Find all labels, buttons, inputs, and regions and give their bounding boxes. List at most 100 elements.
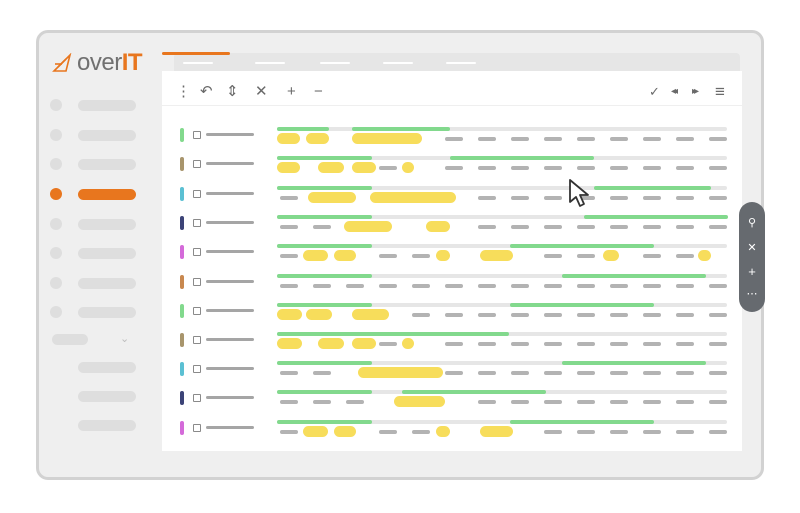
task-block[interactable] [402,162,414,173]
timeline-slot [478,284,496,288]
timeline-slot [511,137,529,141]
row-checkbox[interactable] [193,278,201,286]
timeline-slot [676,225,694,229]
task-block[interactable] [306,309,332,320]
sidebar-subitem-1[interactable] [78,362,136,373]
task-block[interactable] [334,426,356,437]
timeline-slot [379,342,397,346]
task-block[interactable] [334,250,356,261]
timeline-slot [445,166,463,170]
task-block[interactable] [436,250,450,261]
timeline-slot [643,342,661,346]
task-block[interactable] [370,192,456,203]
task-block[interactable] [318,162,344,173]
planned-bar [277,390,372,394]
tab-4[interactable] [383,62,413,64]
sidebar-subitem-2[interactable] [78,391,136,402]
task-block[interactable] [277,338,302,349]
timeline-slot [709,166,727,170]
task-block[interactable] [277,133,300,144]
timeline-slot [478,137,496,141]
row-checkbox[interactable] [193,307,201,315]
row-checkbox[interactable] [193,219,201,227]
tab-3[interactable] [320,62,350,64]
row-checkbox[interactable] [193,131,201,139]
task-block[interactable] [698,250,711,261]
undo-icon[interactable]: ↶ [200,83,213,100]
add-icon[interactable]: + [748,264,756,279]
chevron-down-icon[interactable]: ⌄ [120,333,130,345]
row-checkbox[interactable] [193,394,201,402]
timeline-slot [577,225,595,229]
task-block[interactable] [277,309,302,320]
row-checkbox[interactable] [193,190,201,198]
timeline-slot [643,284,661,288]
task-block[interactable] [352,338,376,349]
timeline-slot [577,137,595,141]
task-block[interactable] [344,221,392,232]
more-vertical-icon[interactable]: ⋮ [176,83,191,100]
tab-2[interactable] [255,62,285,64]
task-block[interactable] [306,133,329,144]
task-block[interactable] [436,426,450,437]
nav-dot-icon [50,158,62,170]
menu-icon[interactable]: ≡ [715,82,725,101]
task-block[interactable] [480,250,513,261]
fast-forward-icon[interactable]: ▸▸ [692,86,699,97]
task-block[interactable] [352,162,376,173]
task-block[interactable] [318,338,344,349]
zoom-in-icon[interactable]: + [287,83,296,100]
task-block[interactable] [277,162,300,173]
task-block[interactable] [308,192,356,203]
row-checkbox[interactable] [193,336,201,344]
sidebar-item-3[interactable] [50,157,136,171]
task-block[interactable] [402,338,414,349]
task-block[interactable] [303,426,328,437]
timeline-slot [511,313,529,317]
timeline-slot [379,254,397,258]
sidebar-group[interactable]: ⌄ [52,333,138,346]
row-checkbox[interactable] [193,160,201,168]
timeline-slot [280,284,298,288]
timeline-slot [313,371,331,375]
expand-collapse-icon[interactable]: ⇕ [226,83,239,100]
row-checkbox[interactable] [193,365,201,373]
timeline-slot [412,284,430,288]
search-icon[interactable]: ⚲ [747,217,757,229]
sidebar-item-2[interactable] [50,128,136,142]
more-icon[interactable]: ⋯ [746,288,758,300]
timeline-slot [544,254,562,258]
task-block[interactable] [426,221,450,232]
task-block[interactable] [603,250,619,261]
zoom-out-icon[interactable]: − [314,83,323,100]
close-icon[interactable]: ✕ [255,83,268,100]
row-label [206,192,254,195]
task-block[interactable] [358,367,443,378]
nav-dot-icon [50,218,62,230]
sidebar-item-8[interactable] [50,305,136,319]
timeline-slot [379,166,397,170]
timeline-slot [709,342,727,346]
sidebar-item-label [78,130,136,141]
task-block[interactable] [352,309,389,320]
tab-5[interactable] [446,62,476,64]
sidebar-subitem-3[interactable] [78,420,136,431]
sidebar-item-5[interactable] [50,217,136,231]
tab-1[interactable] [183,62,213,64]
check-dropdown-icon[interactable]: ✓ [649,84,660,99]
close-icon[interactable]: ✕ [747,242,757,254]
sidebar-item-1[interactable] [50,98,136,112]
rewind-icon[interactable]: ◂◂ [671,86,678,97]
timeline-track [277,127,727,131]
task-block[interactable] [352,133,422,144]
sidebar-item-7[interactable] [50,276,136,290]
task-block[interactable] [394,396,445,407]
sidebar-item-6[interactable] [50,246,136,260]
row-checkbox[interactable] [193,424,201,432]
planned-bar [562,274,706,278]
row-checkbox[interactable] [193,248,201,256]
planned-bar [277,274,372,278]
task-block[interactable] [303,250,328,261]
task-block[interactable] [480,426,513,437]
sidebar-item-4-active[interactable] [50,187,136,201]
